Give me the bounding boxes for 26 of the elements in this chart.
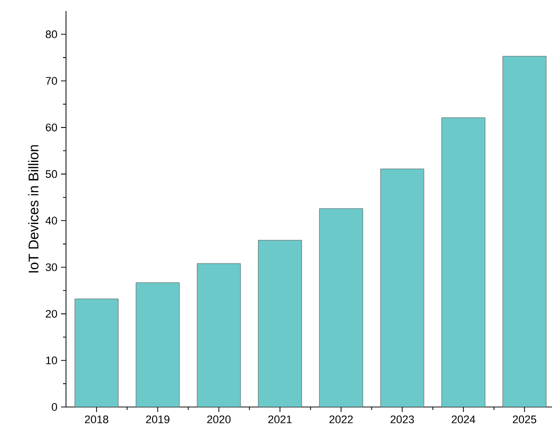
x-tick-label: 2020 bbox=[207, 416, 231, 424]
x-tick-label: 2019 bbox=[146, 416, 170, 424]
bar bbox=[319, 208, 364, 407]
bar bbox=[380, 168, 424, 407]
bar bbox=[196, 263, 241, 407]
y-tick-label: 20 bbox=[46, 310, 58, 318]
bar bbox=[441, 117, 486, 407]
y-tick-label: 60 bbox=[46, 124, 58, 132]
y-tick-label: 80 bbox=[46, 30, 58, 38]
y-tick-label: 0 bbox=[52, 403, 58, 411]
x-tick-label: 2024 bbox=[452, 416, 476, 424]
y-tick-label: 10 bbox=[46, 356, 58, 364]
x-tick-label: 2021 bbox=[268, 416, 292, 424]
bar bbox=[136, 282, 180, 407]
y-tick-label: 30 bbox=[46, 263, 58, 272]
x-tick-label: 2022 bbox=[329, 416, 353, 424]
x-tick-label: 2018 bbox=[84, 416, 108, 424]
y-tick-label: 40 bbox=[46, 216, 58, 225]
x-tick-label: 2025 bbox=[512, 416, 536, 424]
y-axis-title: IoT Devices in Billion bbox=[28, 145, 38, 272]
y-tick-label: 70 bbox=[46, 77, 58, 85]
bar bbox=[258, 240, 302, 407]
bar bbox=[502, 56, 546, 407]
y-tick-label: 50 bbox=[46, 170, 58, 178]
bar bbox=[74, 298, 118, 407]
x-tick-label: 2023 bbox=[390, 416, 414, 424]
